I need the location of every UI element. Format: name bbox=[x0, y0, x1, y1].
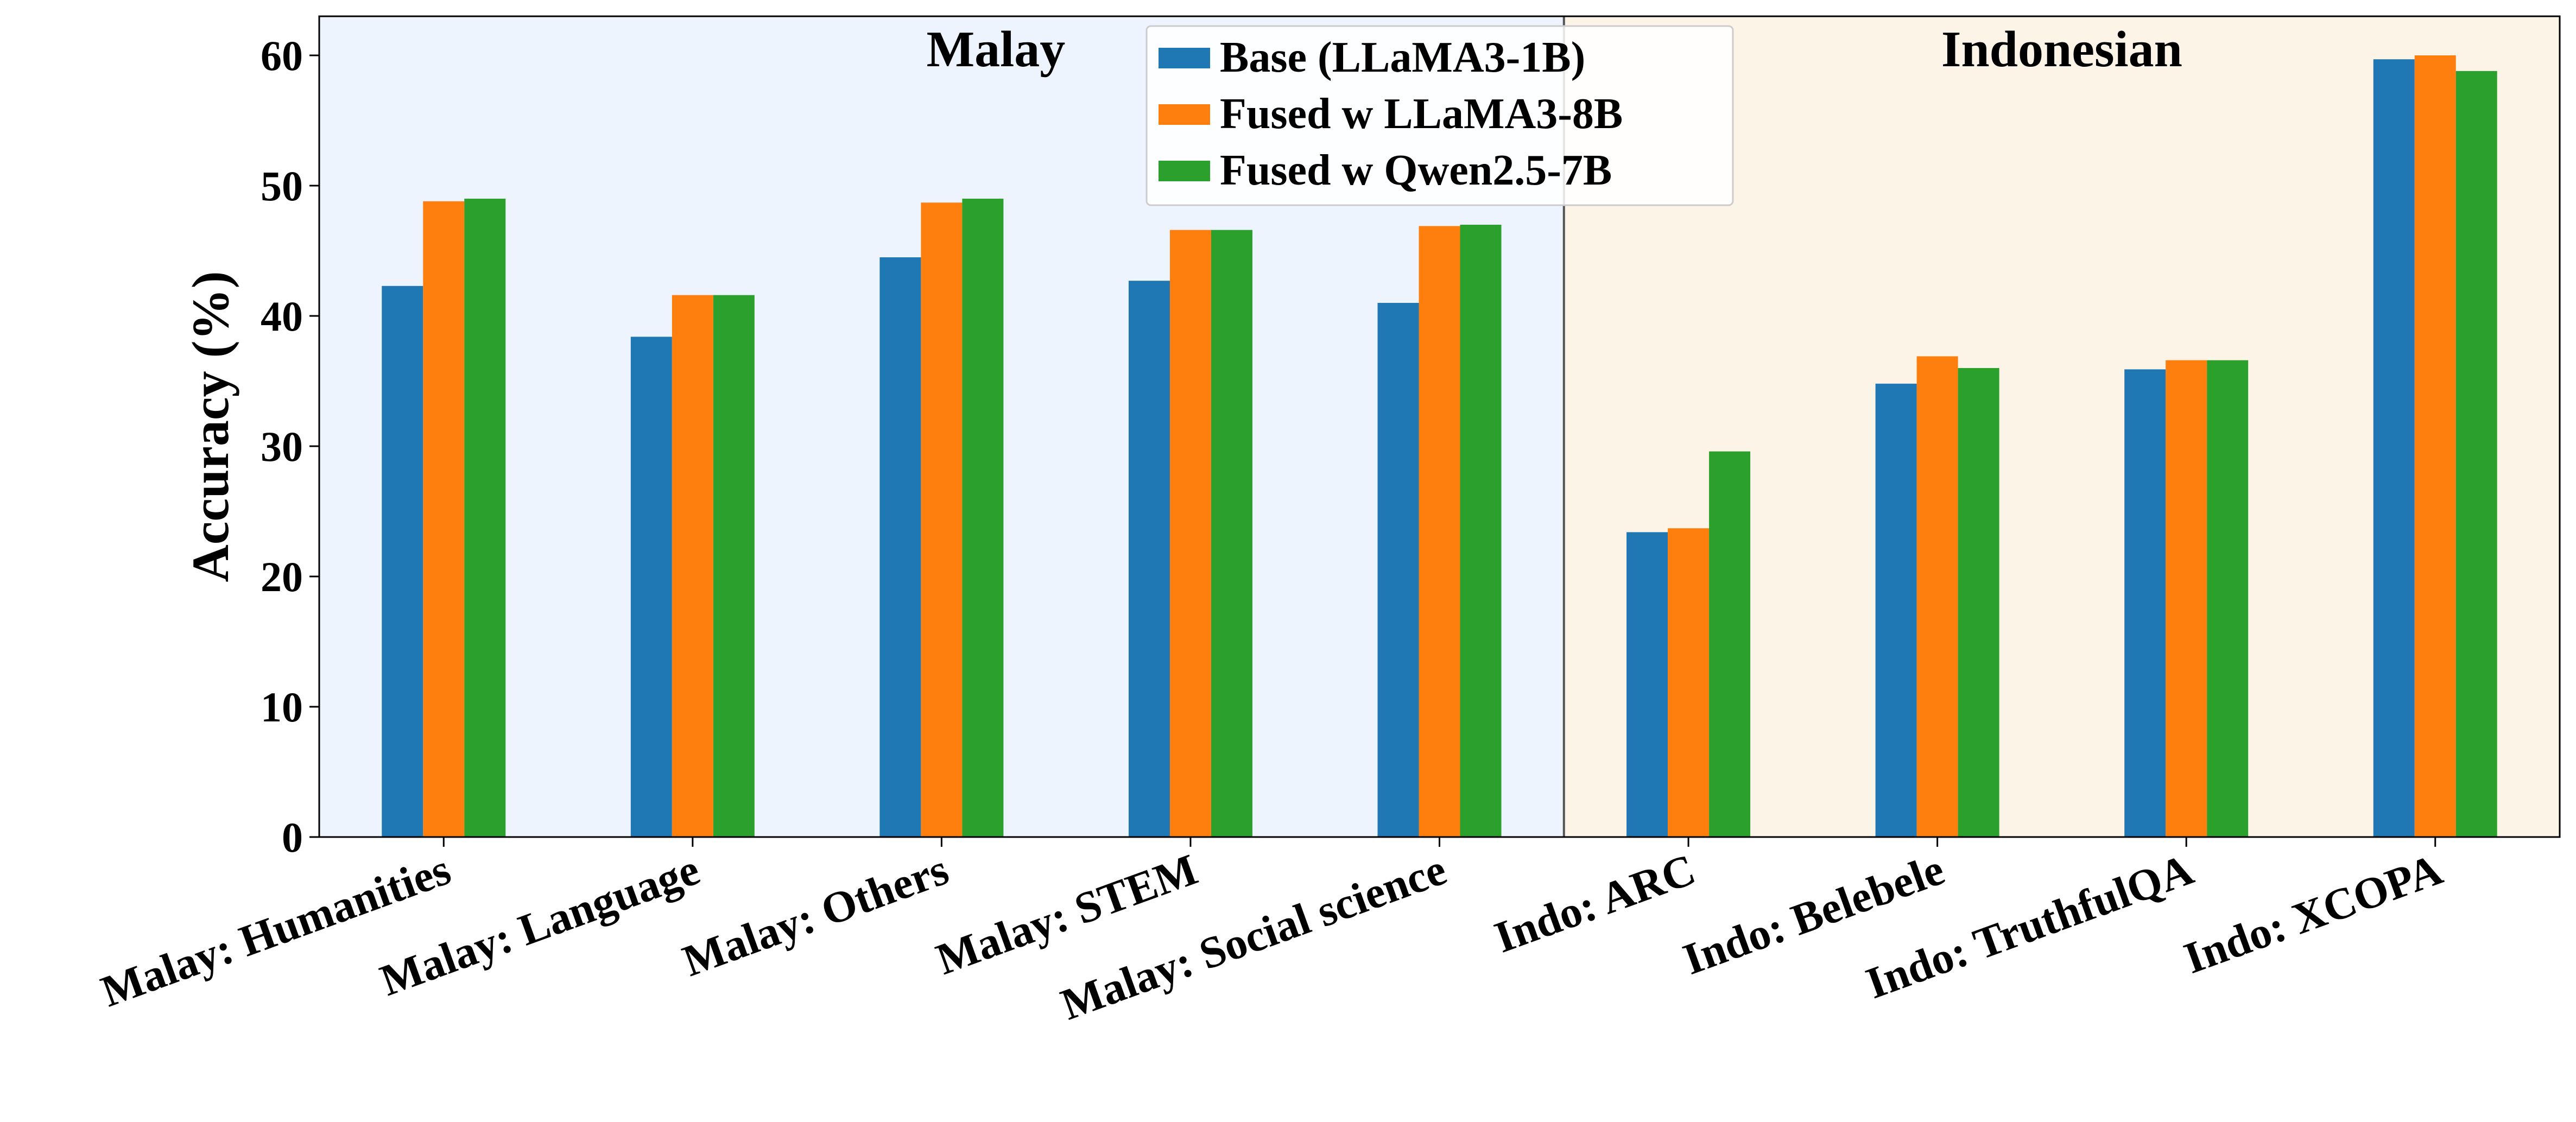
region-label-indonesian: Indonesian bbox=[1941, 21, 2182, 78]
bar-1-9 bbox=[2373, 59, 2415, 838]
y-tick-label-30: 30 bbox=[261, 423, 303, 470]
bar-1-5 bbox=[1377, 303, 1419, 837]
region-label-malay: Malay bbox=[926, 21, 1065, 78]
bar-2-8 bbox=[2166, 360, 2207, 837]
bar-2-9 bbox=[2414, 55, 2456, 837]
bar-1-8 bbox=[2124, 369, 2166, 837]
legend-label-1: Base (LLaMA3-1B) bbox=[1220, 34, 1585, 81]
y-tick-label-60: 60 bbox=[261, 32, 303, 79]
bar-3-8 bbox=[2207, 360, 2249, 837]
bar-2-5 bbox=[1419, 226, 1460, 837]
y-tick-label-0: 0 bbox=[282, 814, 303, 861]
legend-label-2: Fused w LLaMA3-8B bbox=[1220, 90, 1623, 138]
y-axis-label: Accuracy (%) bbox=[181, 271, 239, 582]
legend-swatch-1 bbox=[1159, 48, 1210, 68]
x-tick-label-3: Malay: Others bbox=[676, 844, 955, 986]
legend-box bbox=[1145, 25, 1734, 206]
bar-1-1 bbox=[382, 286, 423, 837]
bar-1-4 bbox=[1128, 281, 1170, 838]
bar-2-1 bbox=[423, 201, 465, 837]
y-tick-label-40: 40 bbox=[261, 293, 303, 340]
x-tick-label-9: Indo: XCOPA bbox=[2178, 844, 2448, 983]
bar-3-3 bbox=[962, 199, 1004, 837]
legend-swatch-3 bbox=[1159, 161, 1210, 181]
bar-2-6 bbox=[1668, 528, 1710, 837]
bar-1-3 bbox=[879, 257, 921, 837]
bar-3-1 bbox=[464, 199, 506, 837]
y-tick-label-50: 50 bbox=[261, 162, 303, 210]
bar-3-7 bbox=[1958, 368, 1999, 837]
legend-label-3: Fused w Qwen2.5-7B bbox=[1220, 147, 1612, 194]
bar-1-2 bbox=[630, 337, 672, 837]
y-tick-label-10: 10 bbox=[261, 683, 303, 731]
y-tick-label-20: 20 bbox=[261, 553, 303, 600]
bar-1-7 bbox=[1875, 383, 1917, 837]
bar-3-6 bbox=[1709, 451, 1751, 837]
bar-2-7 bbox=[1916, 356, 1958, 837]
bar-3-5 bbox=[1460, 225, 1502, 837]
legend-swatch-2 bbox=[1159, 104, 1210, 125]
bar-3-4 bbox=[1211, 230, 1252, 838]
bar-2-4 bbox=[1169, 230, 1211, 838]
x-tick-label-6: Indo: ARC bbox=[1488, 844, 1701, 962]
bar-2-3 bbox=[921, 202, 963, 838]
bar-2-2 bbox=[672, 295, 713, 837]
bar-3-9 bbox=[2455, 71, 2497, 837]
bar-1-6 bbox=[1626, 532, 1668, 837]
bar-3-2 bbox=[713, 295, 755, 837]
